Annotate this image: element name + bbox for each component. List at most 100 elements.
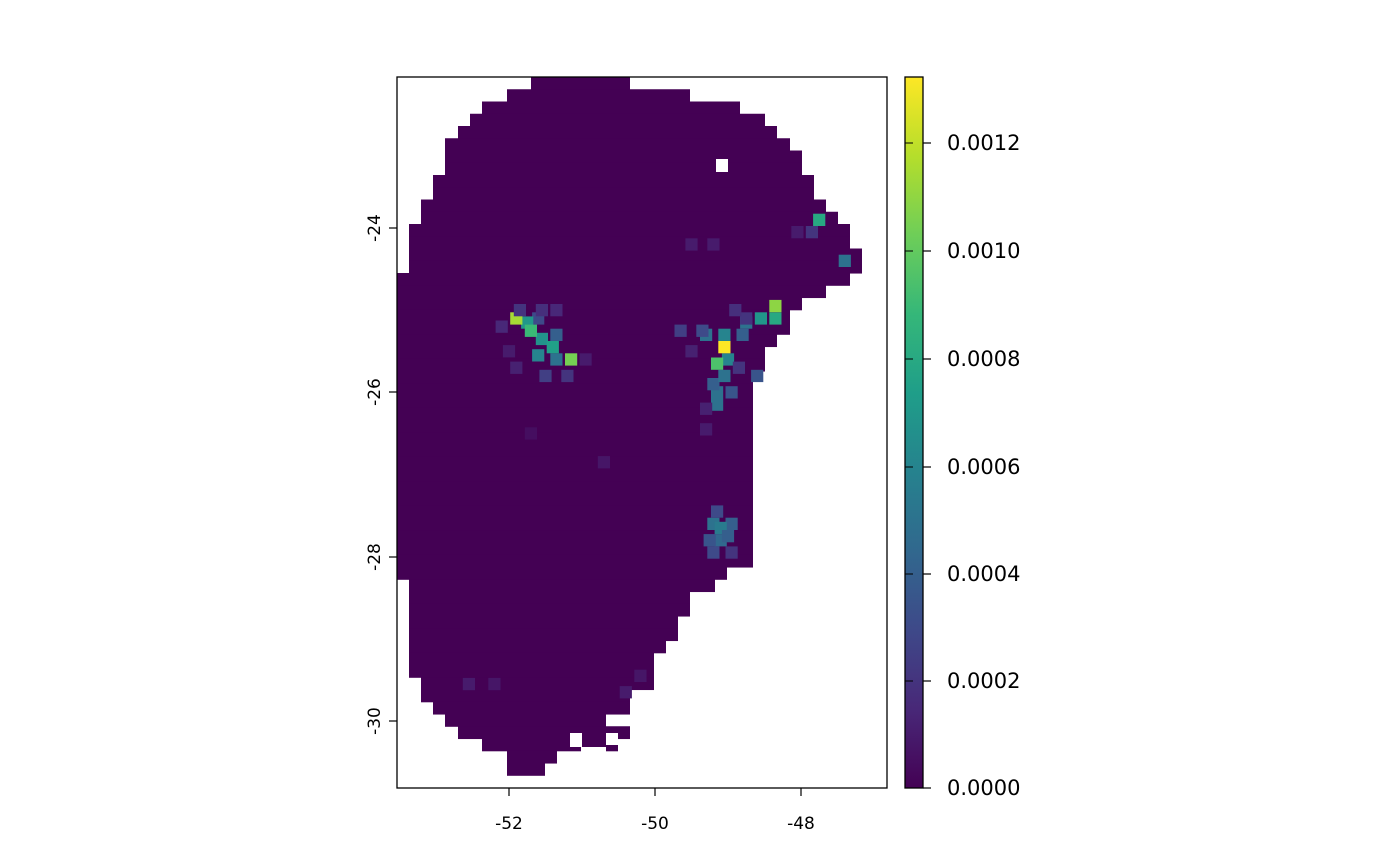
- raster-cell: [619, 686, 632, 699]
- raster-cell: [502, 345, 516, 358]
- raster-row: [397, 371, 753, 384]
- raster-row: [421, 677, 654, 691]
- raster-cell: [565, 353, 578, 366]
- nodata-cell: [570, 733, 582, 747]
- raster-cell: [524, 324, 537, 337]
- y-tick-label: -24: [365, 214, 385, 242]
- raster-row: [397, 346, 765, 360]
- raster-cell: [488, 677, 501, 691]
- raster-cell: [550, 304, 563, 317]
- raster-cell: [711, 505, 724, 518]
- raster-row: [445, 714, 606, 727]
- colorbar-tick-label: 0.0006: [947, 455, 1020, 479]
- raster-row: [433, 701, 630, 715]
- colorbar-tick-label: 0.0000: [947, 776, 1020, 800]
- colorbar-ticks: [905, 142, 931, 789]
- raster-cell: [740, 312, 753, 325]
- raster-cell: [579, 353, 592, 366]
- raster-cell: [725, 517, 738, 530]
- raster-cell: [729, 304, 742, 317]
- raster-cell: [550, 328, 563, 341]
- raster-cell: [754, 312, 767, 325]
- raster-row: [397, 273, 850, 286]
- raster-row: [397, 407, 753, 421]
- nodata-cell: [581, 747, 606, 761]
- x-tick-label: -48: [787, 814, 815, 834]
- raster-cell: [700, 423, 713, 436]
- nodata-cell: [606, 760, 618, 774]
- x-tick-label: -50: [641, 814, 669, 834]
- y-tick-label: -28: [365, 543, 385, 571]
- raster-row: [482, 101, 740, 115]
- nodata-cell: [630, 747, 654, 761]
- x-tick-label: -52: [495, 814, 523, 834]
- raster-cell: [546, 341, 559, 354]
- raster-cell: [813, 213, 826, 226]
- raster-row: [397, 469, 753, 482]
- raster-cell: [703, 534, 716, 547]
- raster-row: [409, 652, 654, 666]
- raster-row: [397, 567, 727, 580]
- raster-row: [409, 628, 678, 642]
- raster-row: [409, 579, 715, 593]
- raster-row: [433, 175, 814, 188]
- raster-cell: [725, 386, 738, 399]
- raster-cell: [597, 456, 610, 469]
- raster-cell: [725, 546, 738, 559]
- raster-cell: [711, 357, 724, 370]
- raster-cell: [769, 312, 782, 325]
- raster-row: [397, 420, 753, 433]
- raster-cell: [721, 530, 735, 543]
- raster-cell: [696, 324, 709, 337]
- raster-cell: [510, 361, 523, 374]
- raster-row: [433, 187, 814, 201]
- raster-cell: [718, 369, 731, 383]
- raster-row: [397, 309, 790, 323]
- raster-row: [445, 162, 802, 176]
- raster-row: [445, 150, 802, 164]
- raster-row: [507, 763, 545, 776]
- colorbar-tick-label: 0.0010: [947, 239, 1020, 263]
- colorbar-tick-label: 0.0004: [947, 562, 1020, 586]
- raster-row: [409, 616, 678, 629]
- raster-row: [470, 113, 765, 127]
- raster-row: [445, 138, 790, 152]
- raster-row: [421, 211, 838, 225]
- raster-row: [409, 236, 850, 250]
- raster-cell: [700, 402, 713, 415]
- raster-row: [397, 456, 753, 470]
- raster-cell: [561, 369, 574, 383]
- raster-cells: [397, 77, 862, 776]
- raster-cell: [711, 398, 724, 411]
- raster-cell: [751, 369, 764, 383]
- raster-row: [409, 640, 666, 654]
- raster-row: [397, 542, 753, 556]
- map-frame: [396, 76, 888, 789]
- raster-row: [397, 334, 777, 348]
- raster-row: [397, 395, 753, 409]
- colorbar-tick-label: 0.0002: [947, 669, 1020, 693]
- raster-cell: [838, 254, 851, 267]
- raster-row: [397, 322, 790, 335]
- raster-cell: [791, 226, 804, 239]
- raster-cell: [685, 238, 698, 251]
- raster-row: [421, 199, 826, 213]
- y-axis: -24 -26 -28 -30: [365, 214, 397, 735]
- raster-cell: [539, 369, 552, 383]
- x-axis: -52 -50 -48: [495, 788, 815, 834]
- colorbar-tick-label: 0.0012: [947, 131, 1020, 155]
- raster-cell: [535, 332, 548, 346]
- raster-row: [421, 689, 630, 703]
- raster-cell: [732, 361, 745, 374]
- raster-cell: [495, 320, 508, 333]
- raster-row: [409, 591, 690, 605]
- y-tick-label: -30: [365, 707, 385, 735]
- raster-row: [397, 297, 802, 311]
- raster-cell: [721, 353, 735, 366]
- raster-row: [397, 432, 753, 446]
- raster-row: [409, 260, 862, 274]
- raster-cell: [707, 546, 720, 559]
- raster-cell: [707, 238, 720, 251]
- raster-cell: [718, 328, 731, 341]
- raster-row: [397, 530, 753, 544]
